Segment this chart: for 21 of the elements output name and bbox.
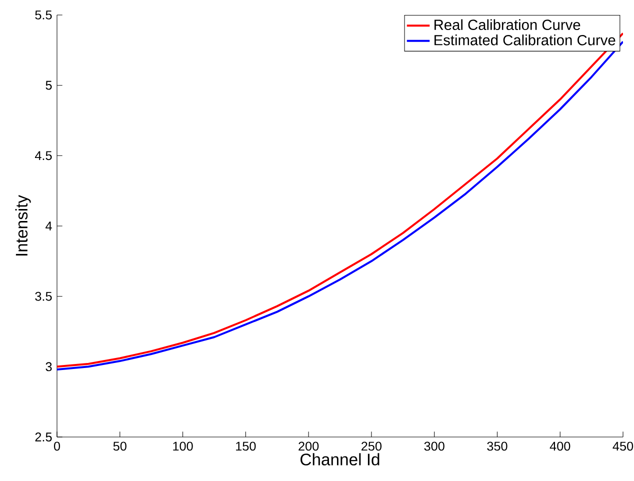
y-axis-title: Intensity bbox=[15, 194, 31, 256]
x-tick-label: 450 bbox=[612, 442, 634, 451]
x-tick-label: 350 bbox=[487, 442, 508, 451]
y-tick-label: 3 bbox=[46, 362, 52, 372]
legend-label: Estimated Calibration Curve bbox=[434, 34, 616, 46]
x-tick-label: 150 bbox=[236, 442, 256, 451]
x-tick-label: 250 bbox=[362, 442, 382, 451]
x-tick-label: 200 bbox=[298, 442, 319, 451]
legend-label: Real Calibration Curve bbox=[434, 19, 580, 30]
y-tick-label: 4 bbox=[46, 222, 52, 230]
y-tick-label: 2.5 bbox=[35, 432, 52, 442]
y-tick-label: 3.5 bbox=[35, 292, 52, 301]
x-tick-label: 400 bbox=[550, 442, 570, 451]
y-tick-label: 4.5 bbox=[34, 151, 52, 160]
x-tick-label: 300 bbox=[424, 442, 444, 451]
y-tick-label: 5 bbox=[46, 80, 52, 90]
x-axis-title: Channel Id bbox=[300, 453, 380, 466]
x-tick-label: 0 bbox=[54, 442, 60, 451]
y-tick-label: 5.5 bbox=[35, 10, 52, 20]
x-tick-label: 50 bbox=[113, 442, 126, 451]
x-tick-label: 100 bbox=[173, 442, 193, 451]
